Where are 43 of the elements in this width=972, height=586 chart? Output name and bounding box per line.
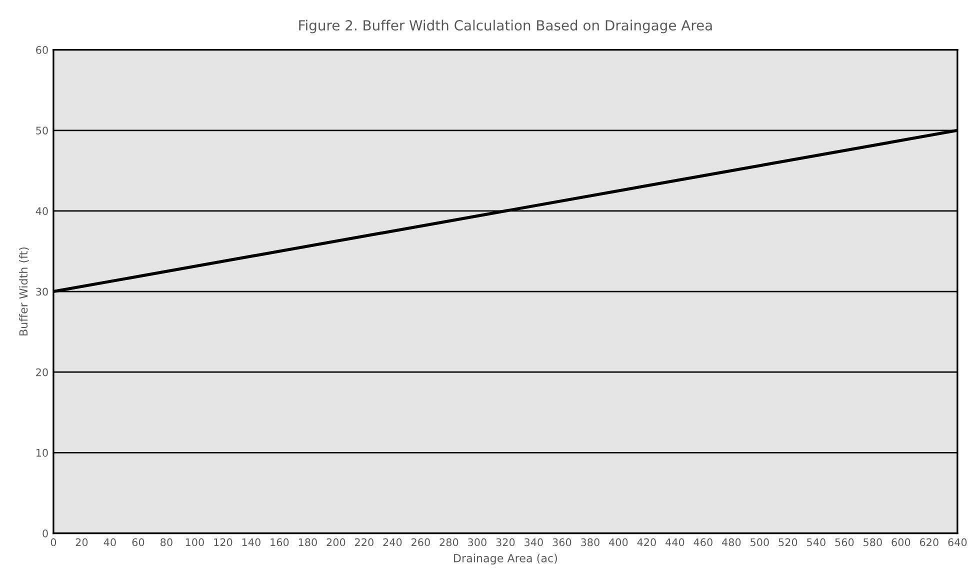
x-tick-label: 360 [552,538,572,546]
x-tick-label: 480 [722,538,741,546]
x-tick-label: 260 [412,538,430,546]
x-tick-label: 500 [750,538,769,546]
chart-title: Figure 2. Buffer Width Calculation Based on Draingage Area [299,20,712,34]
x-axis-title: Drainage Area (ac) [454,554,557,565]
x-tick-label: 100 [186,538,204,546]
x-tick-label: 440 [666,538,684,546]
x-tick-label: 140 [242,538,260,546]
x-tick-label: 600 [892,538,910,546]
x-tick-label: 460 [694,538,712,546]
x-tick-label: 420 [637,538,656,546]
y-tick-label: 50 [36,126,48,134]
x-tick-label: 240 [383,538,402,546]
y-axis-title: Buffer Width (ft) [19,248,29,336]
x-tick-label: 20 [76,538,88,546]
x-tick-label: 340 [524,538,543,546]
y-tick-label: 20 [36,368,48,376]
x-tick-label: 120 [214,538,232,546]
y-tick-label: 30 [36,288,48,296]
x-tick-label: 80 [160,538,172,546]
x-tick-label: 160 [270,538,289,546]
x-tick-label: 200 [326,538,346,546]
x-tick-label: 380 [581,538,600,546]
x-tick-label: 540 [807,538,826,546]
x-tick-label: 580 [864,538,882,546]
y-tick-label: 40 [36,207,48,216]
y-tick-label: 60 [36,46,48,54]
x-tick-label: 300 [468,538,486,546]
x-tick-label: 520 [778,538,798,546]
x-tick-label: 60 [132,538,144,546]
x-tick-label: 560 [835,538,854,546]
x-tick-label: 400 [609,538,628,546]
x-tick-label: 180 [298,538,317,546]
x-tick-label: 220 [355,538,374,546]
y-tick-label: 10 [36,448,48,457]
x-tick-label: 40 [104,538,116,546]
x-tick-label: 620 [920,538,938,546]
x-tick-label: 280 [440,538,458,546]
y-tick-label: 0 [42,529,48,538]
x-tick-label: 320 [496,538,515,546]
x-tick-label: 0 [50,538,56,546]
x-tick-label: 640 [948,538,967,546]
